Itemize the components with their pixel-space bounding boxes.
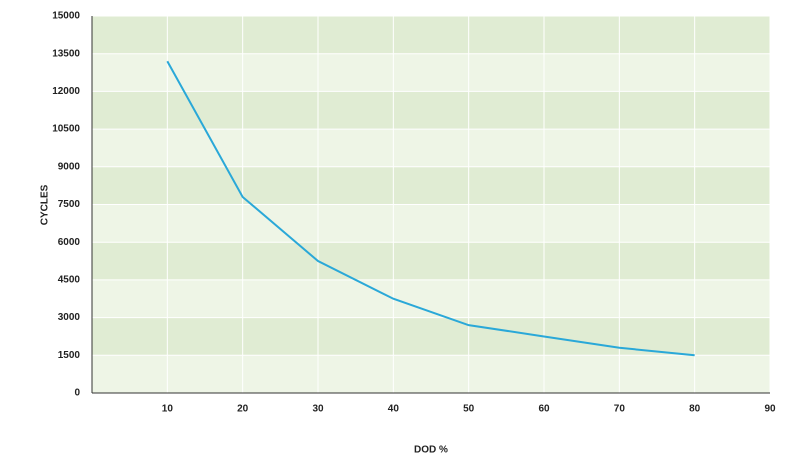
- data-line: [166, 60, 695, 357]
- y-tick-label: 4500: [58, 275, 81, 286]
- y-tick-label: 6000: [58, 237, 81, 248]
- x-tick-label: 30: [312, 404, 324, 415]
- y-tick-label: 1500: [58, 350, 81, 361]
- x-tick-label: 60: [538, 404, 550, 415]
- x-tick-label: 50: [463, 404, 475, 415]
- y-axis-label: CYCLES: [40, 184, 51, 225]
- band: [92, 242, 770, 280]
- x-tick-label: 70: [614, 404, 626, 415]
- y-tick-label: 10500: [52, 124, 80, 135]
- y-tick-label: 9000: [58, 161, 81, 172]
- x-tick-label: 90: [764, 404, 776, 415]
- band: [92, 16, 770, 54]
- x-tick-label: 20: [237, 404, 249, 415]
- band: [92, 355, 770, 393]
- y-tick-label: 13500: [52, 48, 80, 59]
- plot-background: [92, 16, 770, 393]
- band: [92, 91, 770, 130]
- x-tick-label: 10: [162, 404, 174, 415]
- band: [92, 317, 770, 356]
- y-tick-label: 3000: [58, 312, 81, 323]
- band: [92, 129, 770, 167]
- band: [92, 53, 770, 92]
- x-axis-label: DOD %: [414, 445, 448, 455]
- x-tick-label: 40: [388, 404, 400, 415]
- y-tick-label: 15000: [52, 11, 80, 22]
- y-tick-label: 0: [74, 388, 80, 399]
- band: [92, 166, 770, 205]
- band: [92, 204, 770, 243]
- y-tick-label: 7500: [58, 199, 81, 210]
- y-tick-label: 12000: [52, 86, 80, 97]
- x-tick-label: 80: [689, 404, 701, 415]
